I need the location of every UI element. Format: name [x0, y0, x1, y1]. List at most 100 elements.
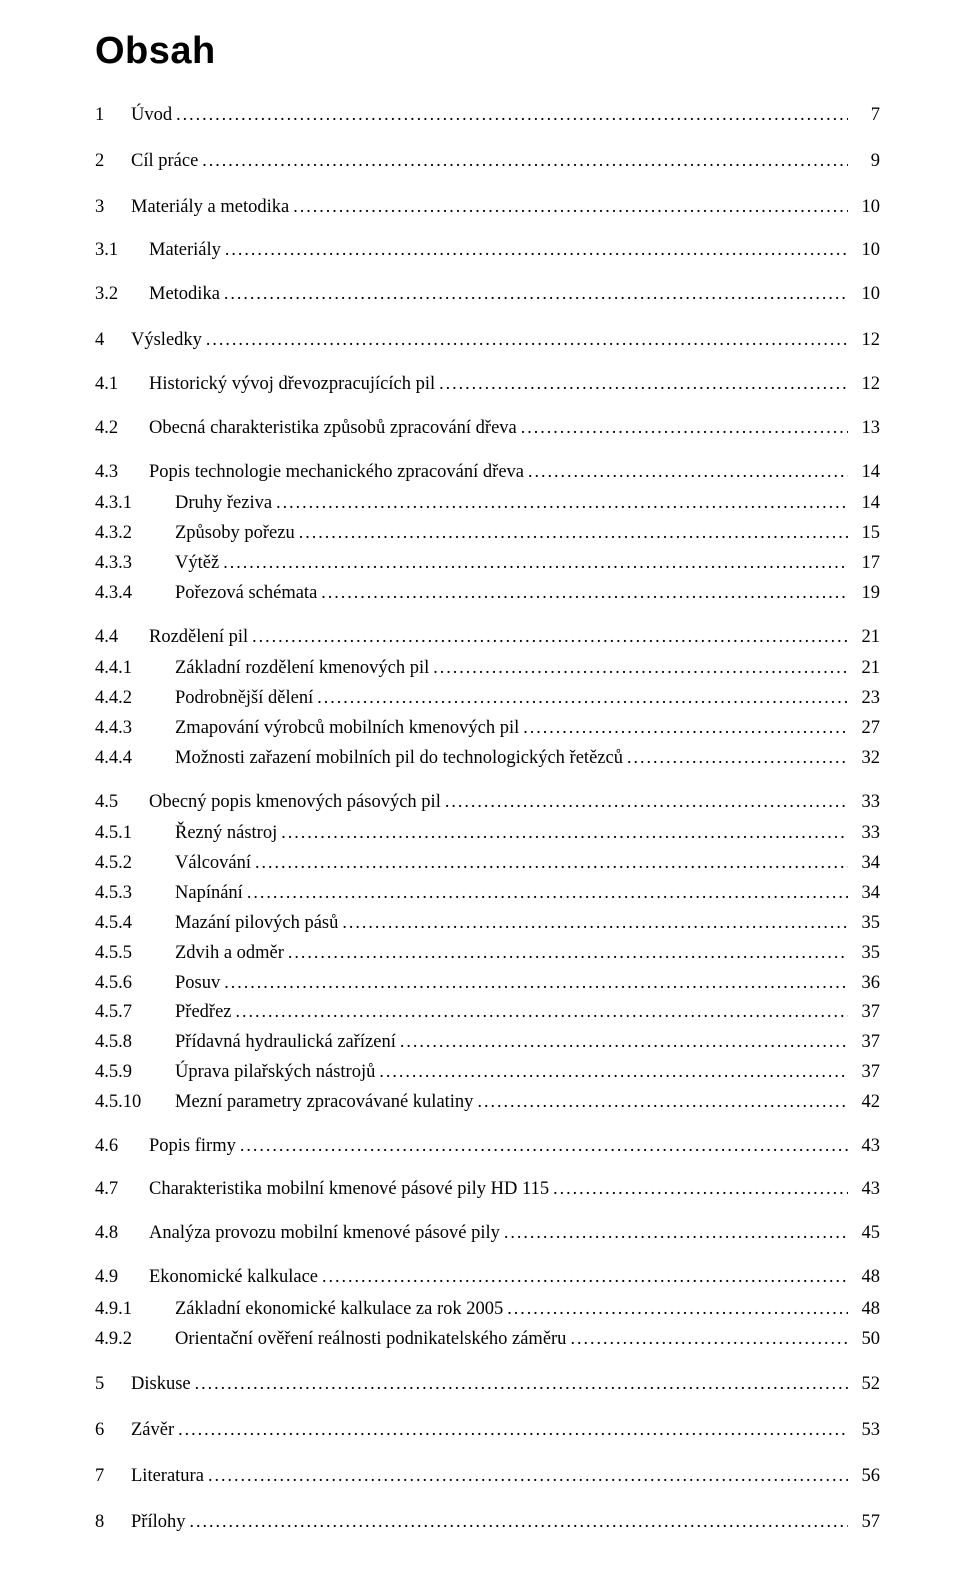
toc-page-number: 43	[852, 1176, 880, 1203]
toc-leaders	[379, 1058, 848, 1086]
toc-number: 4.3.2	[95, 520, 169, 547]
toc-title: Zdvih a odměr	[169, 940, 284, 967]
toc-leaders	[223, 549, 848, 577]
toc-page-number: 10	[852, 237, 880, 264]
toc-row: 4.5.7Předřez37	[95, 998, 880, 1026]
toc-title: Závěr	[131, 1417, 174, 1444]
toc-leaders	[255, 849, 848, 877]
toc-page-number: 14	[852, 459, 880, 486]
toc-leaders	[504, 1219, 848, 1247]
toc-page-number: 21	[852, 624, 880, 651]
toc-title: Přídavná hydraulická zařízení	[169, 1029, 396, 1056]
toc-title: Historický vývoj dřevozpracujících pil	[149, 371, 435, 398]
toc-number: 4.3	[95, 459, 149, 486]
toc-title: Diskuse	[131, 1371, 191, 1398]
toc-row: 4.5.1Řezný nástroj33	[95, 819, 880, 847]
toc-page-number: 13	[852, 415, 880, 442]
toc-title: Obecný popis kmenových pásových pil	[149, 789, 441, 816]
toc-row: 1Úvod7	[95, 101, 880, 129]
toc-page-number: 10	[852, 194, 880, 221]
toc-page-number: 33	[852, 820, 880, 847]
toc-title: Mezní parametry zpracovávané kulatiny	[169, 1089, 473, 1116]
toc-page-number: 15	[852, 520, 880, 547]
toc-number: 4.5.2	[95, 850, 169, 877]
toc-page-number: 37	[852, 1059, 880, 1086]
toc-leaders	[528, 458, 848, 486]
toc-number: 4.7	[95, 1176, 149, 1203]
toc-row: 5Diskuse52	[95, 1370, 880, 1398]
toc-number: 4.6	[95, 1133, 149, 1160]
toc-page-number: 36	[852, 970, 880, 997]
toc-title: Cíl práce	[131, 148, 198, 175]
toc-page-number: 12	[852, 371, 880, 398]
toc-page-number: 42	[852, 1089, 880, 1116]
toc-row: 4.2Obecná charakteristika způsobů zpraco…	[95, 414, 880, 442]
toc-title: Metodika	[149, 281, 220, 308]
toc-number: 4.9.1	[95, 1296, 169, 1323]
toc-number: 4.5.6	[95, 970, 169, 997]
toc-page-number: 7	[852, 102, 880, 129]
toc-row: 4.5.10Mezní parametry zpracovávané kulat…	[95, 1088, 880, 1116]
toc-page-number: 17	[852, 550, 880, 577]
toc-title: Úprava pilařských nástrojů	[169, 1059, 375, 1086]
toc-number: 4.1	[95, 371, 149, 398]
toc-row: 4.5.2Válcování 34	[95, 849, 880, 877]
toc-page-number: 33	[852, 789, 880, 816]
toc-title: Literatura	[131, 1463, 204, 1490]
toc-title: Řezný nástroj	[169, 820, 277, 847]
toc-row: 4.3.2Způsoby pořezu15	[95, 519, 880, 547]
toc-row: 7Literatura56	[95, 1462, 880, 1490]
toc-title: Zmapování výrobců mobilních kmenových pi…	[169, 715, 519, 742]
toc-title: Materiály a metodika	[131, 194, 289, 221]
toc-leaders	[477, 1088, 848, 1116]
toc-title: Obecná charakteristika způsobů zpracován…	[149, 415, 517, 442]
toc-title: Rozdělení pil	[149, 624, 248, 651]
toc-row: 4.3.1Druhy řeziva14	[95, 489, 880, 517]
toc-page-number: 37	[852, 999, 880, 1026]
toc-leaders	[247, 879, 848, 907]
toc-title: Válcování	[169, 850, 251, 877]
toc-page-number: 45	[852, 1220, 880, 1247]
toc-leaders	[225, 236, 848, 264]
toc-leaders	[439, 370, 848, 398]
toc-page-number: 57	[852, 1509, 880, 1536]
toc-leaders	[433, 654, 848, 682]
toc-page-number: 37	[852, 1029, 880, 1056]
toc-row: 3.2Metodika10	[95, 280, 880, 308]
toc-title: Výsledky	[131, 327, 202, 354]
toc-leaders	[317, 684, 848, 712]
toc-leaders	[178, 1416, 848, 1444]
toc-title: Mazání pilových pásů	[169, 910, 338, 937]
toc-row: 4.4Rozdělení pil21	[95, 623, 880, 651]
toc-title: Popis technologie mechanického zpracován…	[149, 459, 524, 486]
toc-leaders	[206, 326, 848, 354]
toc-row: 4.1Historický vývoj dřevozpracujících pi…	[95, 370, 880, 398]
toc-title: Druhy řeziva	[169, 490, 272, 517]
toc-number: 3	[95, 194, 131, 221]
toc-leaders	[342, 909, 848, 937]
toc-title: Výtěž	[169, 550, 219, 577]
toc-leaders	[521, 414, 848, 442]
toc-number: 4.5.10	[95, 1089, 169, 1116]
toc-row: 4.9.1Základní ekonomické kalkulace za ro…	[95, 1295, 880, 1323]
toc-page-number: 21	[852, 655, 880, 682]
toc-leaders	[553, 1175, 848, 1203]
toc-row: 4Výsledky12	[95, 326, 880, 354]
toc-row: 4.9.2Orientační ověření reálnosti podnik…	[95, 1325, 880, 1353]
toc-leaders	[570, 1325, 848, 1353]
toc-number: 4.4.1	[95, 655, 169, 682]
toc-page-number: 34	[852, 880, 880, 907]
toc-row: 4.7Charakteristika mobilní kmenové pásov…	[95, 1175, 880, 1203]
toc-number: 4.9	[95, 1264, 149, 1291]
toc-number: 4.5.9	[95, 1059, 169, 1086]
toc-row: 4.4.2Podrobnější dělení23	[95, 684, 880, 712]
toc-page-number: 14	[852, 490, 880, 517]
toc-row: 4.5.6Posuv36	[95, 969, 880, 997]
toc-number: 4.2	[95, 415, 149, 442]
toc-leaders	[240, 1132, 848, 1160]
toc-leaders	[293, 193, 848, 221]
toc-number: 4.9.2	[95, 1326, 169, 1353]
toc-page-number: 34	[852, 850, 880, 877]
toc-row: 4.5.8Přídavná hydraulická zařízení37	[95, 1028, 880, 1056]
toc-number: 4.3.3	[95, 550, 169, 577]
